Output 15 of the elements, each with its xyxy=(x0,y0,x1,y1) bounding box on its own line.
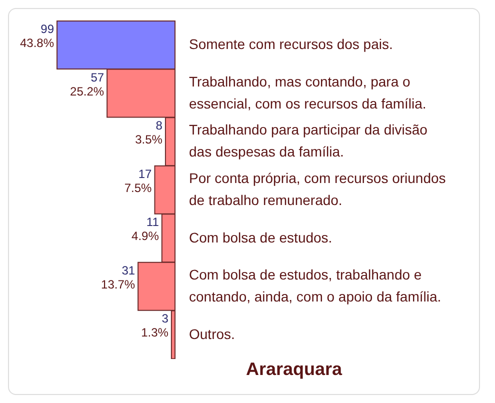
y-tick-label: Somente com recursos dos pais. xyxy=(189,36,393,52)
y-tick-label: Com bolsa de estudos, trabalhando e contando, ainda, com o apoio da família. xyxy=(189,266,442,304)
y-tick-label: Por conta própria, com recursos oriundos de trabalho remunerado. xyxy=(189,170,446,208)
y-tick-label: Com bolsa de estudos. xyxy=(189,228,332,245)
y-tick-label: Trabalhando, mas contando, para o essencial, com os recursos da família. xyxy=(189,73,426,112)
data-label: 57 25.2% xyxy=(70,70,104,98)
data-label: 8 3.5% xyxy=(135,118,163,147)
data-label: 3 1.3% xyxy=(141,312,169,340)
text: Araraquara xyxy=(244,359,344,380)
y-tick-label: Outros. xyxy=(189,326,235,342)
data-label: 11 4.9% xyxy=(132,215,160,244)
y-tick-label: Trabalhando para participar da divisão das despesas da família. xyxy=(189,121,428,160)
data-label: 17 7.5% xyxy=(124,166,152,195)
data-label: 31 13.7% xyxy=(101,263,136,292)
data-label: 99 43.8% xyxy=(20,22,54,50)
